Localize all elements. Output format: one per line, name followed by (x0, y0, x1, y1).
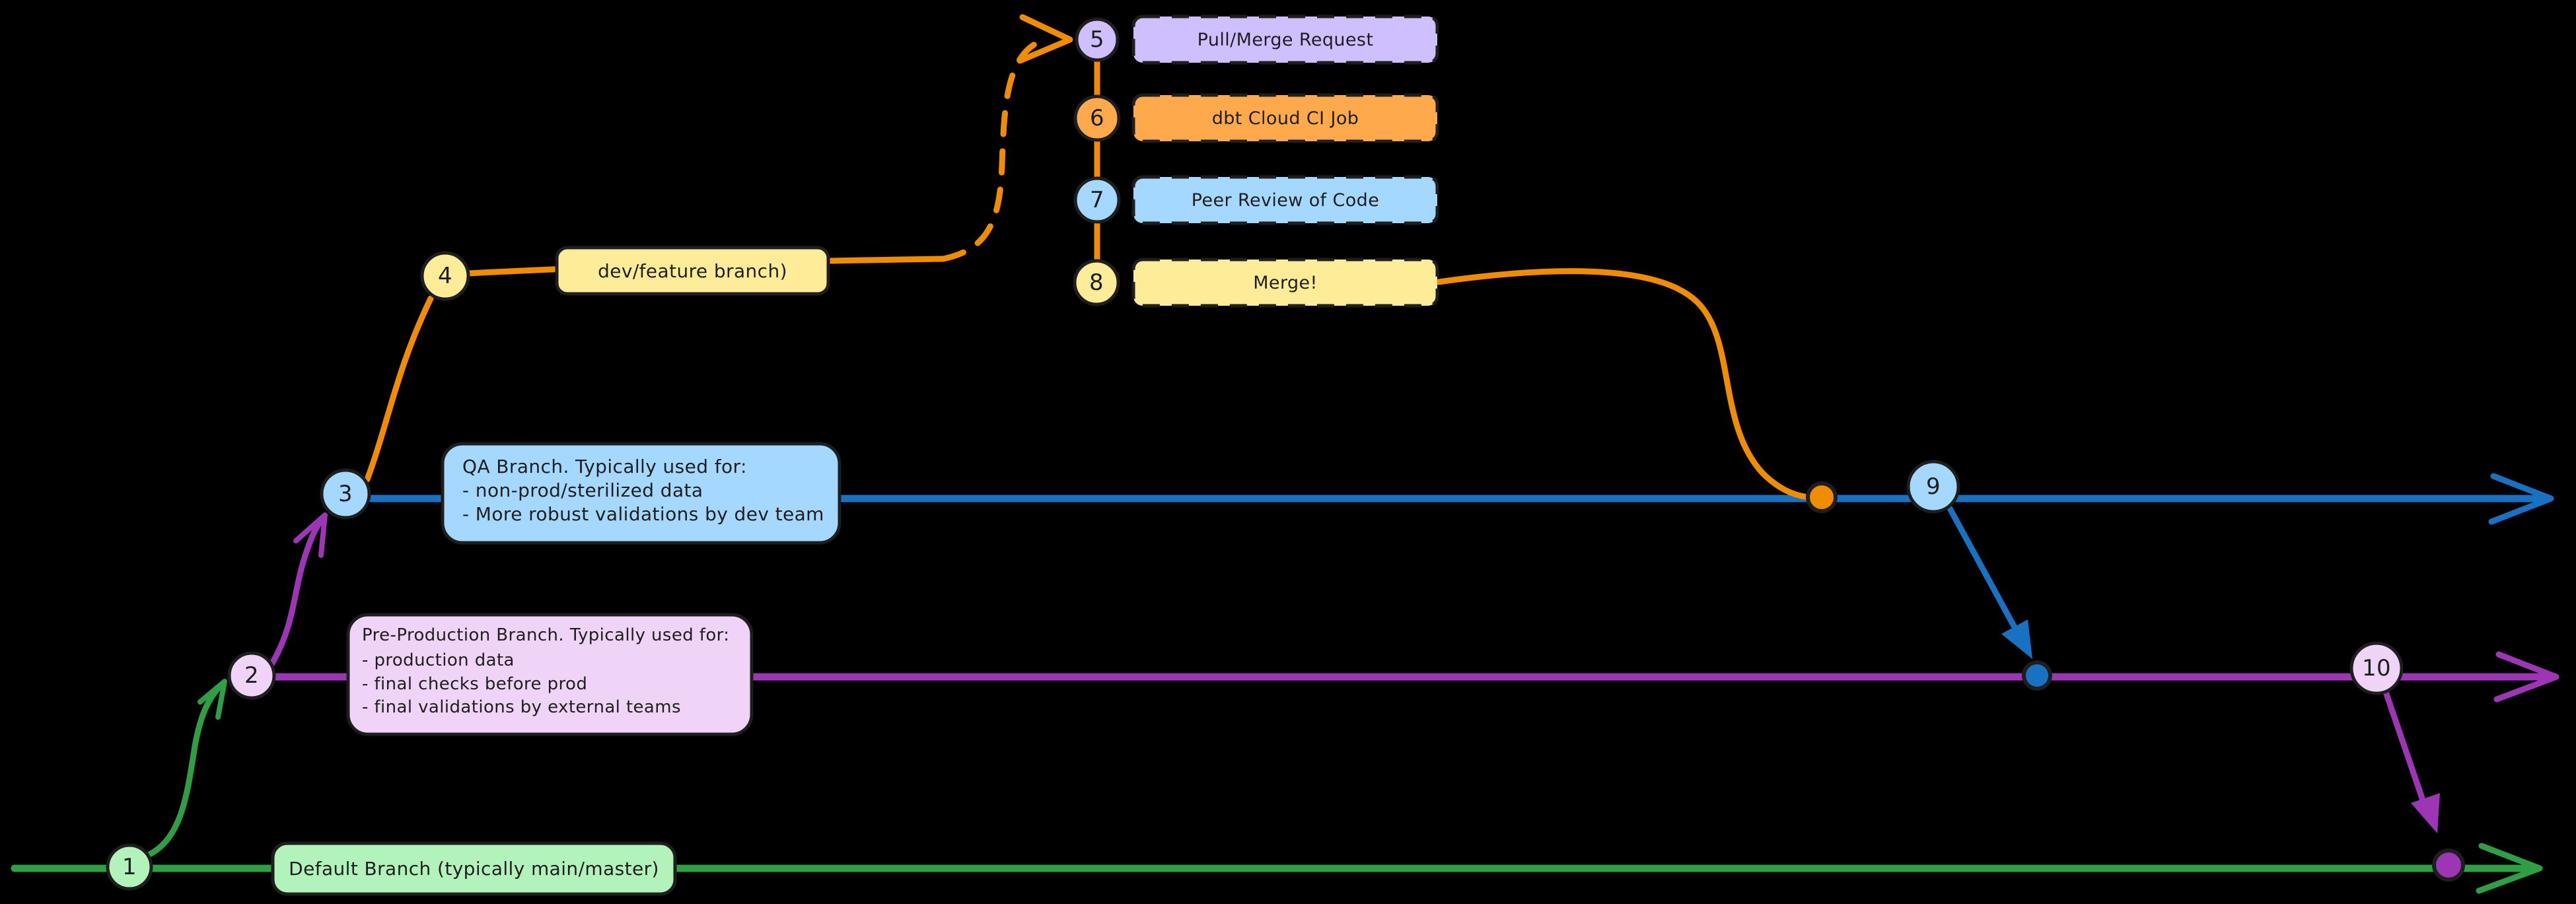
peer-review-box (1131, 175, 1439, 225)
node-9-circle (1906, 460, 1960, 514)
qa-branch-box (441, 442, 841, 545)
node-3-circle (320, 468, 371, 520)
curve-arrowhead-green-icon (197, 679, 227, 720)
dashed-connector-arrowhead-icon (1017, 14, 1073, 64)
node-5-circle (1075, 17, 1120, 62)
pre-production-branch-box (346, 613, 754, 736)
branch-curve-preprod-to-qa (268, 516, 326, 669)
node-7-circle (1073, 176, 1121, 224)
node-1-circle (106, 843, 153, 891)
default-branch-box (271, 841, 677, 896)
curve-arrowhead-purple-icon (293, 512, 328, 558)
branch-curve-qa-to-feature (364, 295, 434, 483)
qa-branch-arrowhead-icon (2488, 473, 2554, 525)
feature-branch-dashed-connector (940, 38, 1044, 262)
node-6-circle (1073, 94, 1121, 142)
merge-commit-dot-qa (1806, 481, 1838, 513)
merge-commit-dot-preprod (2022, 660, 2052, 691)
dev-feature-branch-box (555, 246, 830, 296)
node-2-circle (227, 651, 276, 700)
preprod-to-default-arrow (2382, 689, 2431, 819)
qa-to-preprod-arrowhead-icon (2001, 619, 2032, 659)
preprod-to-default-arrowhead-icon (2411, 793, 2440, 833)
merge-commit-dot-default (2432, 849, 2465, 882)
pre-production-arrowhead-icon (2493, 651, 2559, 703)
node-4-circle (420, 251, 470, 301)
merge-to-qa-curve (1435, 268, 1817, 501)
branch-curve-default-to-preprod (143, 682, 224, 859)
dbt-cloud-ci-job-box (1131, 93, 1439, 143)
qa-to-preprod-arrow (1947, 505, 2026, 645)
node-8-circle (1073, 259, 1120, 306)
pull-merge-request-box (1131, 15, 1439, 65)
default-branch-arrowhead-icon (2476, 843, 2543, 894)
merge-box (1131, 258, 1439, 308)
node-10-circle (2349, 641, 2404, 695)
